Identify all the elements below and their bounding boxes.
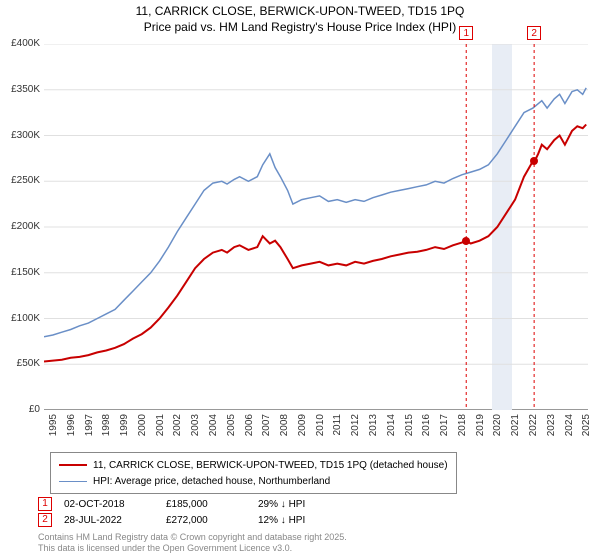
title-subtitle: Price paid vs. HM Land Registry's House … — [0, 20, 600, 36]
x-axis-label: 1995 — [48, 414, 59, 444]
sale-marker-box: 2 — [527, 26, 541, 40]
x-axis-label: 2002 — [172, 414, 183, 444]
footer-attribution: Contains HM Land Registry data © Crown c… — [38, 532, 347, 554]
footer-line1: Contains HM Land Registry data © Crown c… — [38, 532, 347, 543]
x-axis-label: 2023 — [546, 414, 557, 444]
x-axis-label: 2020 — [492, 414, 503, 444]
chart-legend: 11, CARRICK CLOSE, BERWICK-UPON-TWEED, T… — [50, 452, 457, 494]
series-line-price_paid — [44, 125, 586, 362]
x-axis-label: 2019 — [475, 414, 486, 444]
x-axis-label: 2009 — [297, 414, 308, 444]
y-axis-label: £0 — [0, 404, 40, 415]
sale-dot-icon — [530, 157, 538, 165]
legend-label-hpi: HPI: Average price, detached house, Nort… — [93, 476, 330, 487]
title-address: 11, CARRICK CLOSE, BERWICK-UPON-TWEED, T… — [0, 4, 600, 20]
legend-row-hpi: HPI: Average price, detached house, Nort… — [59, 473, 448, 489]
x-axis-label: 2021 — [510, 414, 521, 444]
y-axis-label: £100K — [0, 313, 40, 324]
sales-table: 1 02-OCT-2018 £185,000 29% ↓ HPI 2 28-JU… — [38, 496, 348, 528]
x-axis-label: 2007 — [261, 414, 272, 444]
x-axis-label: 2005 — [226, 414, 237, 444]
x-axis-label: 2004 — [208, 414, 219, 444]
sale-diff: 12% ↓ HPI — [258, 515, 348, 526]
sale-dot-icon — [462, 237, 470, 245]
x-axis-label: 2010 — [315, 414, 326, 444]
x-axis-label: 1998 — [101, 414, 112, 444]
x-axis-label: 2025 — [581, 414, 592, 444]
sale-marker-icon: 1 — [38, 497, 52, 511]
sale-price: £272,000 — [166, 515, 246, 526]
sale-diff: 29% ↓ HPI — [258, 499, 348, 510]
y-axis-label: £200K — [0, 221, 40, 232]
x-axis-label: 2017 — [439, 414, 450, 444]
x-axis-label: 2008 — [279, 414, 290, 444]
y-axis-label: £400K — [0, 38, 40, 49]
x-axis-label: 1999 — [119, 414, 130, 444]
x-axis-label: 1997 — [84, 414, 95, 444]
x-axis-label: 2015 — [404, 414, 415, 444]
x-axis-label: 1996 — [66, 414, 77, 444]
footer-line2: This data is licensed under the Open Gov… — [38, 543, 347, 554]
sale-marker-box: 1 — [459, 26, 473, 40]
sale-date: 28-JUL-2022 — [64, 515, 154, 526]
y-axis-label: £50K — [0, 358, 40, 369]
x-axis-label: 2013 — [368, 414, 379, 444]
y-axis-label: £300K — [0, 130, 40, 141]
legend-swatch-hpi — [59, 481, 87, 482]
sales-row: 1 02-OCT-2018 £185,000 29% ↓ HPI — [38, 496, 348, 512]
legend-row-price-paid: 11, CARRICK CLOSE, BERWICK-UPON-TWEED, T… — [59, 457, 448, 473]
x-axis-label: 2022 — [528, 414, 539, 444]
x-axis-label: 2001 — [155, 414, 166, 444]
chart-svg — [44, 44, 588, 410]
y-axis-label: £350K — [0, 84, 40, 95]
series-line-hpi — [44, 88, 586, 337]
x-axis-label: 2011 — [332, 414, 343, 444]
x-axis-label: 2003 — [190, 414, 201, 444]
legend-swatch-price-paid — [59, 464, 87, 466]
x-axis-label: 2012 — [350, 414, 361, 444]
x-axis-label: 2000 — [137, 414, 148, 444]
chart-title: 11, CARRICK CLOSE, BERWICK-UPON-TWEED, T… — [0, 0, 600, 35]
x-axis-label: 2014 — [386, 414, 397, 444]
y-axis-label: £250K — [0, 175, 40, 186]
sales-row: 2 28-JUL-2022 £272,000 12% ↓ HPI — [38, 512, 348, 528]
x-axis-label: 2006 — [244, 414, 255, 444]
x-axis-label: 2024 — [564, 414, 575, 444]
x-axis-label: 2018 — [457, 414, 468, 444]
sale-date: 02-OCT-2018 — [64, 499, 154, 510]
chart-plot-area — [44, 44, 588, 410]
y-axis-label: £150K — [0, 267, 40, 278]
sale-price: £185,000 — [166, 499, 246, 510]
legend-label-price-paid: 11, CARRICK CLOSE, BERWICK-UPON-TWEED, T… — [93, 460, 448, 471]
x-axis-label: 2016 — [421, 414, 432, 444]
sale-marker-icon: 2 — [38, 513, 52, 527]
